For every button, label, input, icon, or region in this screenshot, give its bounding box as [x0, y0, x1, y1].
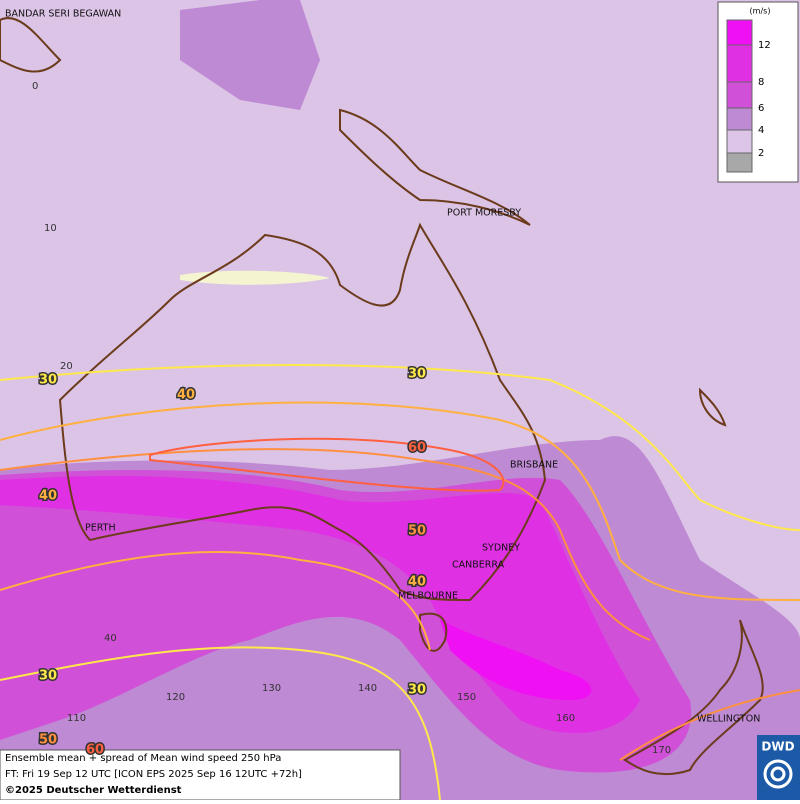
contour-label: 50 — [408, 524, 426, 539]
graticule-label: 10 — [44, 223, 57, 234]
contour-label: 50 — [39, 733, 57, 748]
footer-line: FT: Fri 19 Sep 12 UTC [ICON EPS 2025 Sep… — [5, 769, 302, 780]
legend-swatch — [726, 129, 753, 154]
graticule-label: 160 — [556, 713, 575, 724]
graticule-label: 110 — [67, 713, 86, 724]
footer-line: Ensemble mean + spread of Mean wind spee… — [5, 753, 281, 764]
city-label: PORT MORESBY — [447, 208, 521, 219]
graticule-label: 0 — [32, 81, 38, 92]
graticule-label: 40 — [104, 633, 117, 644]
graticule-label: 20 — [60, 361, 73, 372]
city-label: BRISBANE — [510, 460, 558, 471]
contour-label: 30 — [408, 683, 426, 698]
city-label: MELBOURNE — [398, 591, 458, 602]
city-label: SYDNEY — [482, 543, 520, 554]
coastline — [0, 17, 764, 776]
contour-label: 40 — [177, 388, 195, 403]
contour-label: 40 — [39, 489, 57, 504]
footer-box — [0, 749, 401, 801]
contour-label: 60 — [408, 441, 426, 456]
contour-label: 40 — [408, 575, 426, 590]
city-label: WELLINGTON — [697, 714, 760, 725]
legend-swatch — [726, 81, 753, 109]
contour-label: 30 — [408, 367, 426, 382]
legend-swatch — [726, 19, 753, 46]
graticule-label: 120 — [166, 692, 185, 703]
legend-tick: 4 — [758, 125, 764, 136]
contour-label: 30 — [39, 669, 57, 684]
logo: DWD — [761, 740, 794, 754]
legend-unit: (m/s) — [750, 7, 771, 16]
city-label: BANDAR SERI BEGAWAN — [5, 9, 121, 20]
legend-tick: 12 — [758, 40, 771, 51]
graticule-label: 130 — [262, 683, 281, 694]
graticule-label: 170 — [652, 745, 671, 756]
logo-swirl — [763, 759, 793, 789]
legend-swatch — [726, 152, 753, 173]
contours — [0, 364, 800, 801]
footer-line: ©2025 Deutscher Wetterdienst — [5, 785, 182, 796]
city-label: CANBERRA — [452, 560, 505, 571]
legend-tick: 8 — [758, 77, 764, 88]
city-label: PERTH — [85, 523, 116, 534]
graticule-label: 140 — [358, 683, 377, 694]
legend-tick: 2 — [758, 148, 764, 159]
logo-swirl — [770, 766, 786, 782]
legend-tick: 6 — [758, 103, 764, 114]
contour-label: 30 — [39, 373, 57, 388]
contour-label: 60 — [86, 743, 104, 758]
graticule-label: 150 — [457, 692, 476, 703]
legend-swatch — [726, 44, 753, 83]
legend-swatch — [726, 107, 753, 131]
